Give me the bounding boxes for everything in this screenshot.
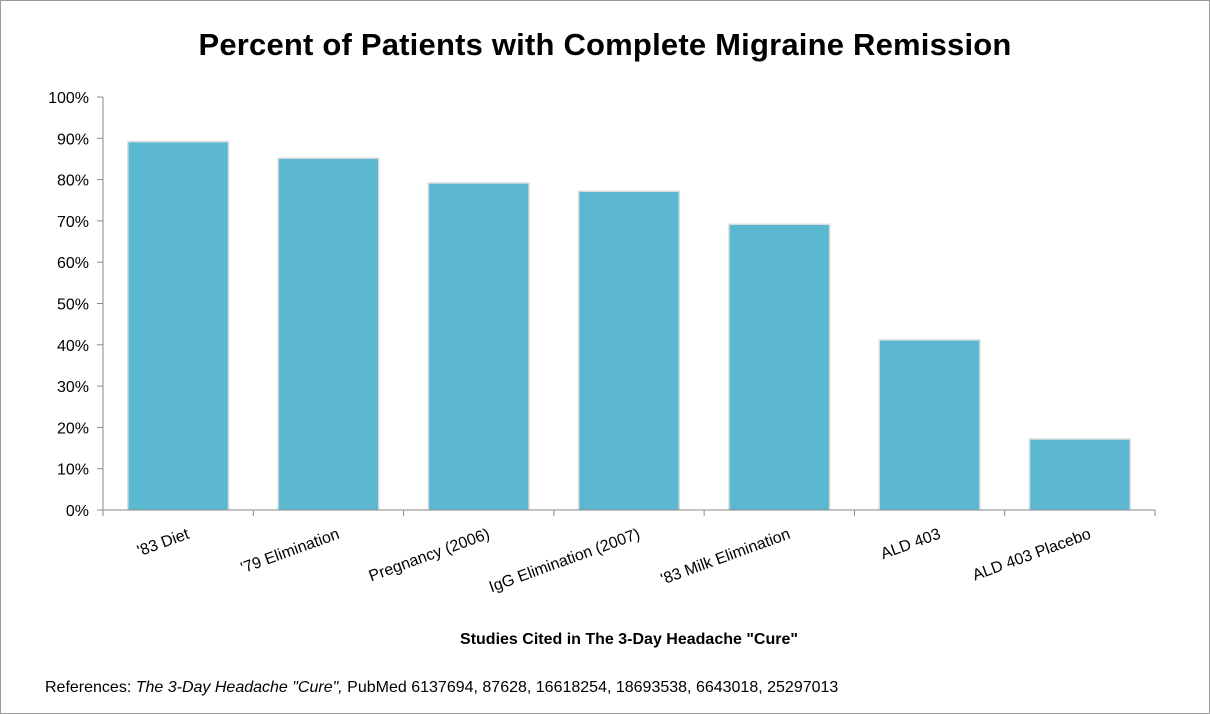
x-tick-label: ALD 403 xyxy=(879,526,943,563)
y-tick-label: 90% xyxy=(57,131,89,148)
bar xyxy=(729,225,829,510)
y-tick-label: 50% xyxy=(57,297,89,314)
x-tick-label: IgG Elimination (2007) xyxy=(487,526,642,596)
y-tick-label: 10% xyxy=(57,462,89,479)
y-tick-label: 0% xyxy=(66,503,89,520)
y-tick-label: 70% xyxy=(57,214,89,231)
references-book-title: The 3-Day Headache "Cure", xyxy=(135,679,343,696)
y-tick-label: 80% xyxy=(57,173,89,190)
references-prefix: References: xyxy=(45,679,136,696)
x-tick-label: '83 Diet xyxy=(135,526,192,561)
bar xyxy=(879,340,980,510)
x-tick-label: '83 Milk Elimination xyxy=(659,526,793,589)
y-tick-label: 30% xyxy=(57,379,89,396)
x-tick-label: Pregnancy (2006) xyxy=(367,526,492,585)
x-tick-label: '79 Elimination xyxy=(239,526,342,577)
references-note: References: The 3-Day Headache "Cure", P… xyxy=(45,679,838,697)
bar xyxy=(128,142,228,510)
chart-title: Percent of Patients with Complete Migrai… xyxy=(198,27,1012,62)
y-tick-label: 100% xyxy=(48,90,89,107)
x-axis-title: Studies Cited in The 3-Day Headache "Cur… xyxy=(460,631,798,648)
bar xyxy=(278,158,379,510)
bar xyxy=(579,191,679,511)
bar xyxy=(1030,439,1130,510)
references-pubmed-ids: PubMed 6137694, 87628, 16618254, 1869353… xyxy=(342,679,839,696)
y-tick-label: 40% xyxy=(57,338,89,355)
y-tick-label: 20% xyxy=(57,420,89,437)
y-tick-label: 60% xyxy=(57,255,89,272)
x-tick-label: ALD 403 Placebo xyxy=(970,526,1093,585)
bar xyxy=(429,183,529,511)
